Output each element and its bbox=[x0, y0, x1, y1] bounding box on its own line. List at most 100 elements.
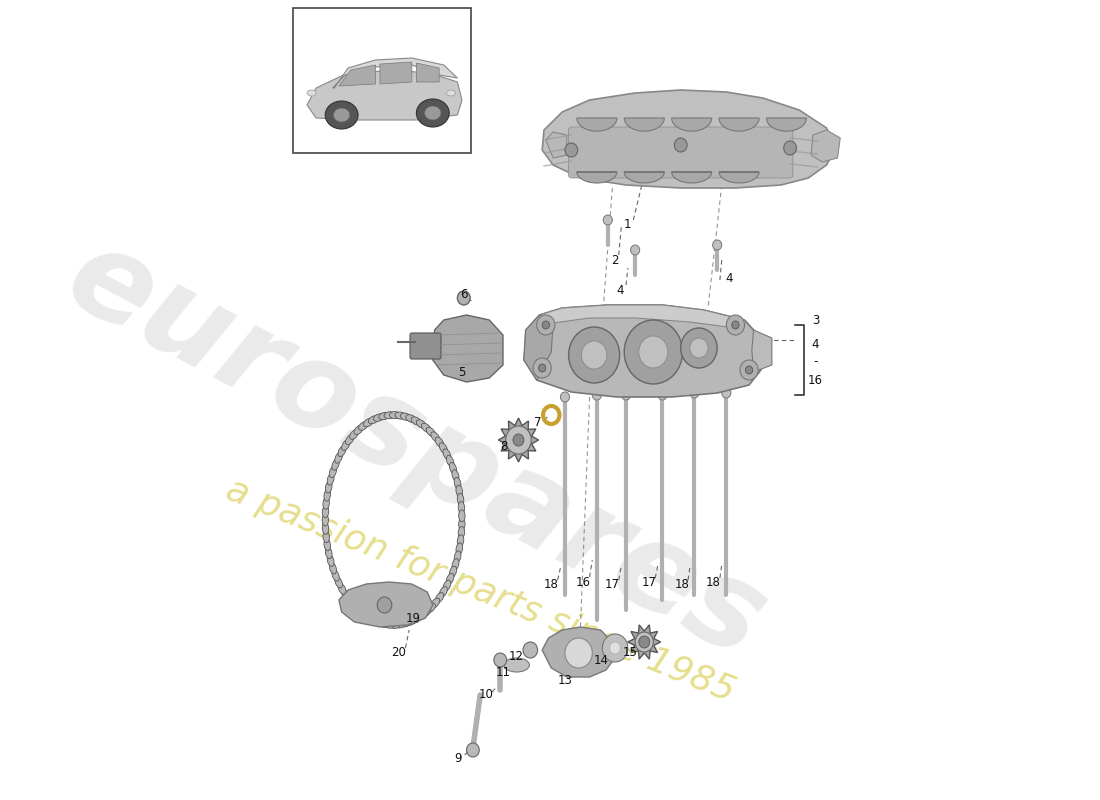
Text: 2: 2 bbox=[612, 254, 619, 266]
Text: 16: 16 bbox=[575, 575, 591, 589]
Circle shape bbox=[539, 364, 546, 372]
Circle shape bbox=[624, 320, 682, 384]
Bar bbox=[294, 8, 471, 153]
Text: 4: 4 bbox=[616, 283, 624, 297]
Circle shape bbox=[377, 597, 392, 613]
Ellipse shape bbox=[354, 606, 363, 615]
Ellipse shape bbox=[389, 412, 400, 418]
Ellipse shape bbox=[459, 510, 465, 522]
Text: 17: 17 bbox=[641, 577, 657, 590]
Circle shape bbox=[639, 336, 668, 368]
Ellipse shape bbox=[411, 417, 421, 425]
Ellipse shape bbox=[368, 416, 378, 424]
Ellipse shape bbox=[411, 615, 421, 623]
Ellipse shape bbox=[323, 539, 330, 550]
Ellipse shape bbox=[332, 570, 339, 581]
Polygon shape bbox=[576, 172, 617, 183]
Circle shape bbox=[537, 315, 554, 335]
Ellipse shape bbox=[374, 618, 384, 626]
Text: 15: 15 bbox=[623, 646, 638, 659]
Ellipse shape bbox=[459, 526, 464, 538]
Ellipse shape bbox=[378, 413, 389, 420]
Ellipse shape bbox=[342, 590, 350, 600]
Ellipse shape bbox=[332, 459, 339, 470]
Text: 18: 18 bbox=[543, 578, 559, 591]
Ellipse shape bbox=[447, 455, 454, 466]
Polygon shape bbox=[542, 90, 836, 188]
Ellipse shape bbox=[431, 432, 440, 442]
Text: 10: 10 bbox=[478, 689, 493, 702]
Polygon shape bbox=[339, 65, 375, 86]
Polygon shape bbox=[498, 418, 539, 462]
Text: 8: 8 bbox=[500, 441, 507, 454]
Ellipse shape bbox=[439, 442, 448, 454]
Ellipse shape bbox=[421, 608, 431, 617]
Ellipse shape bbox=[354, 425, 363, 434]
FancyBboxPatch shape bbox=[410, 333, 441, 359]
Ellipse shape bbox=[363, 418, 373, 426]
Circle shape bbox=[560, 392, 570, 402]
Text: a passion for parts since 1985: a passion for parts since 1985 bbox=[221, 472, 739, 708]
Ellipse shape bbox=[450, 566, 456, 578]
Circle shape bbox=[681, 328, 717, 368]
Polygon shape bbox=[624, 172, 664, 183]
Circle shape bbox=[565, 638, 592, 668]
Polygon shape bbox=[379, 62, 411, 84]
Text: 7: 7 bbox=[534, 415, 541, 429]
Circle shape bbox=[506, 426, 531, 454]
Circle shape bbox=[732, 321, 739, 329]
Polygon shape bbox=[628, 625, 661, 659]
Ellipse shape bbox=[327, 554, 334, 566]
Ellipse shape bbox=[389, 622, 400, 628]
Circle shape bbox=[746, 366, 752, 374]
Ellipse shape bbox=[338, 583, 346, 594]
Polygon shape bbox=[719, 172, 759, 183]
Ellipse shape bbox=[406, 618, 416, 626]
Circle shape bbox=[635, 632, 653, 652]
Polygon shape bbox=[751, 330, 772, 372]
Circle shape bbox=[713, 240, 722, 250]
Ellipse shape bbox=[323, 530, 329, 542]
Polygon shape bbox=[524, 305, 762, 397]
Ellipse shape bbox=[417, 611, 426, 620]
Ellipse shape bbox=[439, 586, 448, 598]
Text: 5: 5 bbox=[459, 366, 465, 378]
Ellipse shape bbox=[456, 486, 463, 497]
Text: -: - bbox=[813, 355, 817, 369]
Text: 13: 13 bbox=[558, 674, 572, 687]
Ellipse shape bbox=[459, 502, 464, 514]
Ellipse shape bbox=[378, 620, 389, 627]
Ellipse shape bbox=[350, 601, 359, 610]
Ellipse shape bbox=[359, 422, 369, 430]
Circle shape bbox=[592, 390, 602, 400]
Ellipse shape bbox=[458, 494, 464, 506]
Ellipse shape bbox=[333, 108, 350, 122]
Ellipse shape bbox=[368, 616, 378, 624]
Polygon shape bbox=[546, 132, 566, 158]
Ellipse shape bbox=[443, 580, 451, 591]
Circle shape bbox=[542, 321, 550, 329]
Ellipse shape bbox=[350, 430, 359, 439]
Ellipse shape bbox=[417, 420, 426, 429]
Circle shape bbox=[621, 390, 630, 400]
Ellipse shape bbox=[436, 593, 443, 603]
Ellipse shape bbox=[400, 413, 411, 421]
Ellipse shape bbox=[326, 482, 332, 493]
Polygon shape bbox=[672, 118, 712, 131]
Text: 4: 4 bbox=[725, 271, 733, 285]
Ellipse shape bbox=[345, 595, 354, 606]
Text: 11: 11 bbox=[495, 666, 510, 679]
Text: 9: 9 bbox=[454, 751, 462, 765]
Text: 4: 4 bbox=[812, 338, 820, 351]
Text: 3: 3 bbox=[812, 314, 820, 326]
Ellipse shape bbox=[459, 518, 465, 530]
Circle shape bbox=[783, 141, 796, 155]
Ellipse shape bbox=[384, 412, 395, 418]
Ellipse shape bbox=[450, 462, 456, 474]
Ellipse shape bbox=[395, 412, 406, 419]
Ellipse shape bbox=[322, 522, 329, 534]
Circle shape bbox=[603, 215, 613, 225]
Circle shape bbox=[674, 138, 688, 152]
Circle shape bbox=[582, 341, 607, 369]
Ellipse shape bbox=[374, 414, 384, 422]
